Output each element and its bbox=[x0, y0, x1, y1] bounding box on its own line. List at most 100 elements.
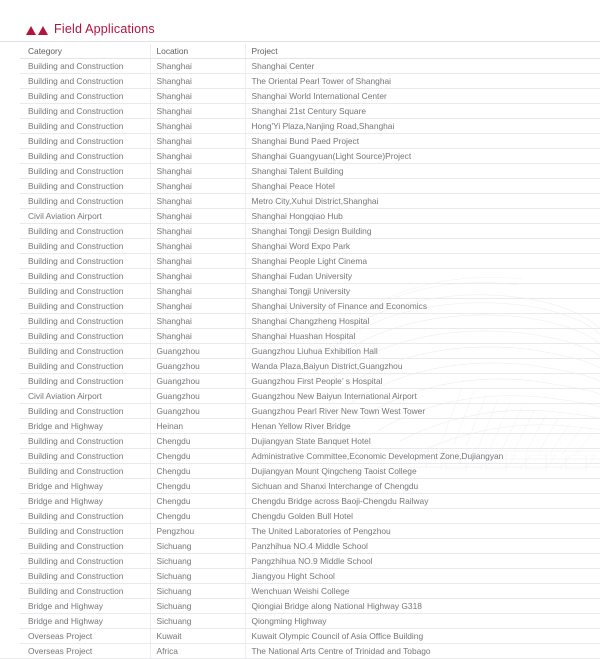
cell-project: Hong'Yi Plaza,Nanjing Road,Shanghai bbox=[244, 118, 600, 134]
table-row: Civil Aviation Airport Guangzhou Guangzhou… bbox=[0, 388, 600, 404]
cell-project: Guangzhou Pearl River New Town West Towe… bbox=[244, 403, 600, 419]
cell-location: Chengdu bbox=[149, 493, 245, 509]
table-row: Bridge and Highway Sichuang Qiongiai Bridg… bbox=[0, 598, 600, 614]
table-header-row: Category Location Project bbox=[0, 44, 600, 59]
table-row: Building and Construction Sichuang Pangzhi… bbox=[0, 553, 600, 569]
cell-category: Building and Construction bbox=[0, 193, 150, 209]
cell-project: Qiongiai Bridge along National Highway G… bbox=[244, 598, 600, 614]
cell-category: Building and Construction bbox=[0, 583, 150, 599]
cell-category: Building and Construction bbox=[0, 508, 150, 524]
column-header-category: Category bbox=[0, 44, 150, 59]
cell-location: Kuwait bbox=[149, 628, 245, 644]
cell-project: Shanghai Talent Building bbox=[244, 163, 600, 179]
cell-location: Shanghai bbox=[149, 223, 245, 239]
cell-project: Shanghai Changzheng Hospital bbox=[244, 313, 600, 329]
cell-project: Administrative Committee,Economic Develo… bbox=[244, 448, 600, 464]
table-row: Building and Construction Guangzhou Guangz… bbox=[0, 403, 600, 419]
cell-location: Guangzhou bbox=[149, 373, 245, 389]
table-row: Building and Construction Guangzhou Guangz… bbox=[0, 343, 600, 359]
table-row: Building and Construction Shanghai Shangha… bbox=[0, 313, 600, 329]
cell-location: Shanghai bbox=[149, 163, 245, 179]
cell-project: Shanghai Bund Paed Project bbox=[244, 133, 600, 149]
cell-location: Shanghai bbox=[149, 253, 245, 269]
table-row: Building and Construction Shanghai Shangha… bbox=[0, 103, 600, 119]
table-row: Building and Construction Shanghai Shangha… bbox=[0, 148, 600, 164]
cell-location: Chengdu bbox=[149, 478, 245, 494]
cell-category: Overseas Project bbox=[0, 628, 150, 644]
column-header-location: Location bbox=[149, 44, 245, 59]
cell-category: Building and Construction bbox=[0, 568, 150, 584]
cell-location: Shanghai bbox=[149, 88, 245, 104]
table-row: Building and Construction Sichuang Jiangyo… bbox=[0, 568, 600, 584]
cell-location: Shanghai bbox=[149, 178, 245, 194]
cell-location: Guangzhou bbox=[149, 403, 245, 419]
cell-project: Guangzhou First People’ s Hospital bbox=[244, 373, 600, 389]
cell-location: Sichuang bbox=[149, 538, 245, 554]
cell-location: Sichuang bbox=[149, 553, 245, 569]
cell-project: Henan Yellow River Bridge bbox=[244, 418, 600, 434]
cell-project: Dujiangyan Mount Qingcheng Taoist Colleg… bbox=[244, 463, 600, 479]
cell-location: Sichuang bbox=[149, 598, 245, 614]
table-row: Bridge and Highway Heinan Henan Yellow Riv… bbox=[0, 418, 600, 434]
cell-category: Building and Construction bbox=[0, 148, 150, 164]
table-row: Building and Construction Shanghai Shangha… bbox=[0, 178, 600, 194]
cell-project: Jiangyou Hight School bbox=[244, 568, 600, 584]
cell-category: Building and Construction bbox=[0, 448, 150, 464]
table-row: Overseas Project Africa The National Arts … bbox=[0, 643, 600, 659]
cell-category: Building and Construction bbox=[0, 118, 150, 134]
cell-project: Chengdu Golden Bull Hotel bbox=[244, 508, 600, 524]
cell-project: Dujiangyan State Banquet Hotel bbox=[244, 433, 600, 449]
cell-location: Pengzhou bbox=[149, 523, 245, 539]
cell-category: Civil Aviation Airport bbox=[0, 388, 150, 404]
table-row: Building and Construction Shanghai Shangha… bbox=[0, 88, 600, 104]
cell-project: Shanghai World International Center bbox=[244, 88, 600, 104]
cell-location: Shanghai bbox=[149, 133, 245, 149]
cell-location: Sichuang bbox=[149, 613, 245, 629]
table-row: Building and Construction Shanghai Shangha… bbox=[0, 163, 600, 179]
table-row: Bridge and Highway Sichuang Qiongming High… bbox=[0, 613, 600, 629]
cell-category: Building and Construction bbox=[0, 523, 150, 539]
cell-location: Shanghai bbox=[149, 58, 245, 74]
table-row: Overseas Project Kuwait Kuwait Olympic Cou… bbox=[0, 628, 600, 644]
cell-category: Building and Construction bbox=[0, 328, 150, 344]
table-row: Building and Construction Shanghai Hong'Yi… bbox=[0, 118, 600, 134]
cell-category: Building and Construction bbox=[0, 463, 150, 479]
cell-category: Building and Construction bbox=[0, 223, 150, 239]
column-header-project: Project bbox=[244, 44, 600, 59]
cell-location: Shanghai bbox=[149, 298, 245, 314]
page-title-bar: Field Applications bbox=[0, 18, 600, 40]
table-row: Building and Construction Shanghai Shangha… bbox=[0, 58, 600, 74]
cell-project: The National Arts Centre of Trinidad and… bbox=[244, 643, 600, 659]
cell-category: Building and Construction bbox=[0, 103, 150, 119]
table-row: Building and Construction Shanghai Shangha… bbox=[0, 328, 600, 344]
page-title: Field Applications bbox=[54, 22, 155, 36]
table-row: Building and Construction Shanghai Shangha… bbox=[0, 238, 600, 254]
table-row: Building and Construction Chengdu Chengdu … bbox=[0, 508, 600, 524]
cell-location: Shanghai bbox=[149, 103, 245, 119]
table-row: Bridge and Highway Chengdu Sichuan and Sha… bbox=[0, 478, 600, 494]
cell-category: Bridge and Highway bbox=[0, 613, 150, 629]
table-row: Building and Construction Shanghai Shangha… bbox=[0, 283, 600, 299]
table-row: Building and Construction Shanghai Shangha… bbox=[0, 133, 600, 149]
cell-category: Building and Construction bbox=[0, 403, 150, 419]
title-divider bbox=[0, 41, 600, 42]
cell-location: Shanghai bbox=[149, 328, 245, 344]
cell-project: Metro City,Xuhui District,Shanghai bbox=[244, 193, 600, 209]
cell-category: Building and Construction bbox=[0, 373, 150, 389]
cell-project: Shanghai People Light Cinema bbox=[244, 253, 600, 269]
table-row: Building and Construction Shanghai Metro C… bbox=[0, 193, 600, 209]
cell-category: Building and Construction bbox=[0, 343, 150, 359]
cell-project: Shanghai Center bbox=[244, 58, 600, 74]
cell-category: Building and Construction bbox=[0, 58, 150, 74]
cell-category: Building and Construction bbox=[0, 553, 150, 569]
cell-project: Guangzhou New Baiyun International Airpo… bbox=[244, 388, 600, 404]
cell-category: Building and Construction bbox=[0, 538, 150, 554]
triangle-up-icon bbox=[26, 25, 36, 35]
cell-category: Building and Construction bbox=[0, 253, 150, 269]
cell-location: Guangzhou bbox=[149, 388, 245, 404]
cell-location: Shanghai bbox=[149, 268, 245, 284]
cell-project: Wenchuan Weishi College bbox=[244, 583, 600, 599]
table-row: Building and Construction Shanghai Shangha… bbox=[0, 253, 600, 269]
cell-location: Shanghai bbox=[149, 193, 245, 209]
cell-location: Shanghai bbox=[149, 73, 245, 89]
